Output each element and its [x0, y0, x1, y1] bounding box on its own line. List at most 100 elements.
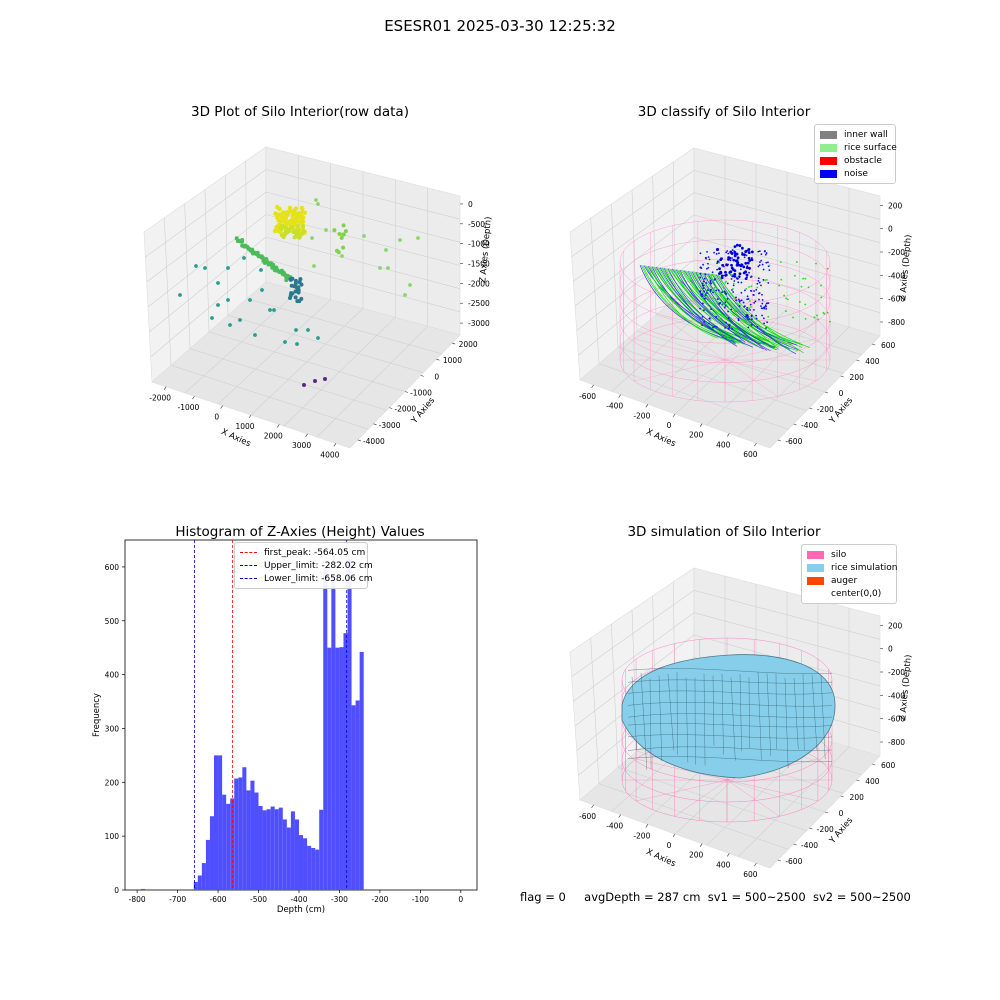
classify-noise-point [727, 310, 729, 313]
classify-plot-x-label: X Axies [645, 427, 678, 450]
classify-rice-point [748, 307, 751, 310]
classify-plot-grid [738, 326, 850, 437]
rice-simulation-mesh [627, 713, 833, 718]
legend-line [240, 565, 257, 566]
classify-noise-point [708, 322, 710, 325]
classify-noise-point [740, 291, 743, 294]
classify-noise-point [702, 263, 705, 266]
classify-noise-point [726, 250, 729, 252]
raw-plot-y-tick-label: -2000 [394, 405, 416, 414]
classify-noise-point [758, 298, 760, 301]
classify-noise-point [705, 267, 708, 270]
classify-noise-point [727, 317, 730, 319]
rice-simulation-mesh [712, 675, 715, 746]
classify-rice-point [786, 298, 789, 301]
raw-data-point [287, 209, 292, 215]
raw-data-point [340, 254, 344, 258]
sim-plot-x-tick-label: 400 [716, 860, 731, 869]
classify-rice-point [778, 284, 781, 287]
classify-plot-z-label: Z Axies (Depth) [898, 234, 914, 301]
histogram-bar [347, 558, 352, 890]
raw-data-point [292, 284, 297, 289]
classify-noise-point [742, 265, 746, 269]
classify-noise-point [702, 280, 705, 283]
legend-label: auger [831, 575, 858, 586]
histogram-bar [238, 777, 243, 890]
rice-simulation-mesh [627, 734, 833, 739]
classify-surface-stroke [657, 267, 745, 340]
classify-noise-point [726, 297, 729, 300]
classify-noise-point [703, 277, 706, 280]
rice-simulation-mesh [667, 674, 675, 751]
classify-rice-point [712, 312, 714, 315]
classify-surface-stroke [663, 267, 738, 347]
histogram-bar [201, 863, 206, 890]
sim-silo-wire-spoke [726, 779, 780, 817]
raw-data-point [283, 231, 288, 236]
classify-plot-x-tick-label: 200 [689, 431, 704, 440]
legend-line [240, 552, 257, 553]
histogram-y-tick-label: 100 [105, 832, 120, 841]
histogram-bar [323, 568, 328, 890]
classify-noise-point [704, 273, 707, 276]
classify-noise-point [755, 288, 758, 291]
raw-plot-y-tick [404, 391, 409, 393]
classify-noise-point [754, 300, 757, 303]
classify-noise-point [726, 282, 729, 285]
legend-item-obstacle: obstacle [820, 154, 890, 167]
classify-rice-point [718, 316, 721, 319]
classify-noise-point [727, 327, 730, 330]
status-sv2: sv2 = 500~2500 [812, 890, 911, 904]
raw-plot-grid [316, 325, 428, 438]
raw-data-point [378, 266, 382, 270]
classify-noise-point [751, 318, 753, 321]
classify-noise-point [720, 274, 724, 278]
classify-noise-point [731, 249, 734, 251]
classify-plot-x-tick-label: 0 [667, 421, 672, 430]
raw-data-point [255, 250, 260, 255]
classify-noise-point [699, 290, 701, 293]
legend-swatch [807, 563, 824, 572]
classify-noise-point [766, 321, 769, 324]
classify-plot-z-tick-label: 0 [888, 225, 893, 234]
classify-noise-point [753, 302, 756, 304]
raw-data-point [312, 264, 316, 268]
classify-noise-point [716, 298, 719, 300]
legend-line [240, 578, 257, 579]
classify-noise-point [719, 258, 723, 262]
classify-noise-point [700, 293, 702, 296]
status-avg-depth: avgDepth = 287 cm [584, 890, 701, 904]
legend-item-center: center(0,0) [807, 587, 891, 600]
classify-surface-stroke [675, 269, 764, 350]
raw-data-point [341, 223, 346, 228]
classify-rice-point [748, 300, 751, 302]
classify-rice-point [720, 314, 723, 317]
rice-simulation-mesh [739, 674, 742, 752]
classify-noise-point [703, 297, 706, 300]
raw-plot-x-tick [248, 414, 252, 419]
sim-plot-y-tick [793, 843, 797, 846]
raw-plot-y-tick-label: -4000 [363, 437, 385, 446]
legend-swatch [807, 576, 824, 585]
histogram-bar [319, 809, 324, 890]
classify-noise-point [729, 250, 733, 254]
histogram-bar [307, 845, 312, 890]
raw-data-point [306, 328, 310, 332]
histogram-bar [327, 647, 332, 890]
legend-swatch [820, 156, 837, 165]
histogram-bar [258, 806, 263, 890]
classify-plot-x-tick [591, 384, 594, 389]
classify-rice-point [725, 280, 727, 283]
classify-noise-point [709, 281, 712, 284]
histogram-bar [315, 849, 320, 890]
legend-label: center(0,0) [831, 588, 882, 599]
classify-noise-point [741, 253, 744, 256]
sim-plot-y-tick-label: -600 [785, 857, 802, 866]
classify-noise-point [725, 263, 728, 267]
sim-plot-z-tick-label: -200 [888, 668, 905, 677]
sim-plot-x-tick [727, 853, 730, 857]
sim-plot-x-tick-label: -200 [633, 831, 650, 840]
raw-data-point [334, 248, 339, 253]
classify-noise-point [758, 281, 761, 284]
classify-noise-point [734, 252, 737, 256]
